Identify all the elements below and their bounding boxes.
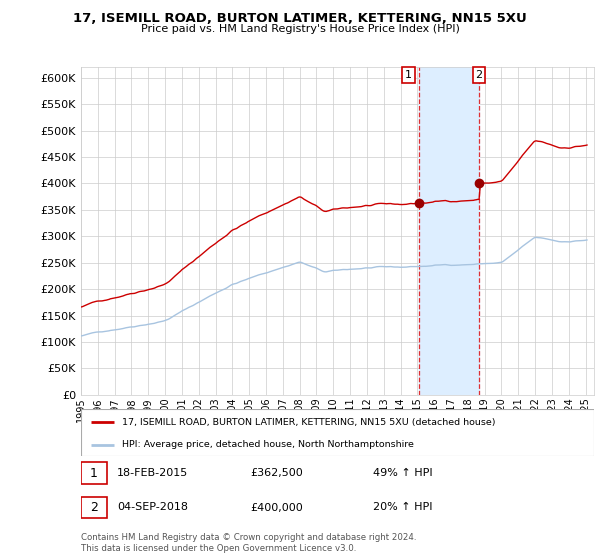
Text: 1: 1 [405,70,412,80]
FancyBboxPatch shape [81,409,594,456]
FancyBboxPatch shape [81,463,107,484]
Text: 20% ↑ HPI: 20% ↑ HPI [373,502,433,512]
Text: 18-FEB-2015: 18-FEB-2015 [117,468,188,478]
Text: £362,500: £362,500 [250,468,303,478]
Text: 49% ↑ HPI: 49% ↑ HPI [373,468,433,478]
Text: Price paid vs. HM Land Registry's House Price Index (HPI): Price paid vs. HM Land Registry's House … [140,24,460,34]
Text: 17, ISEMILL ROAD, BURTON LATIMER, KETTERING, NN15 5XU: 17, ISEMILL ROAD, BURTON LATIMER, KETTER… [73,12,527,25]
Text: 2: 2 [90,501,98,514]
Text: £400,000: £400,000 [250,502,303,512]
Bar [419,67,479,395]
Text: Contains HM Land Registry data © Crown copyright and database right 2024.
This d: Contains HM Land Registry data © Crown c… [81,533,416,553]
Text: HPI: Average price, detached house, North Northamptonshire: HPI: Average price, detached house, Nort… [122,440,414,449]
Text: 2: 2 [476,70,482,80]
FancyBboxPatch shape [81,497,107,519]
Text: 17, ISEMILL ROAD, BURTON LATIMER, KETTERING, NN15 5XU (detached house): 17, ISEMILL ROAD, BURTON LATIMER, KETTER… [122,418,496,427]
Text: 04-SEP-2018: 04-SEP-2018 [117,502,188,512]
Text: 1: 1 [90,467,98,480]
